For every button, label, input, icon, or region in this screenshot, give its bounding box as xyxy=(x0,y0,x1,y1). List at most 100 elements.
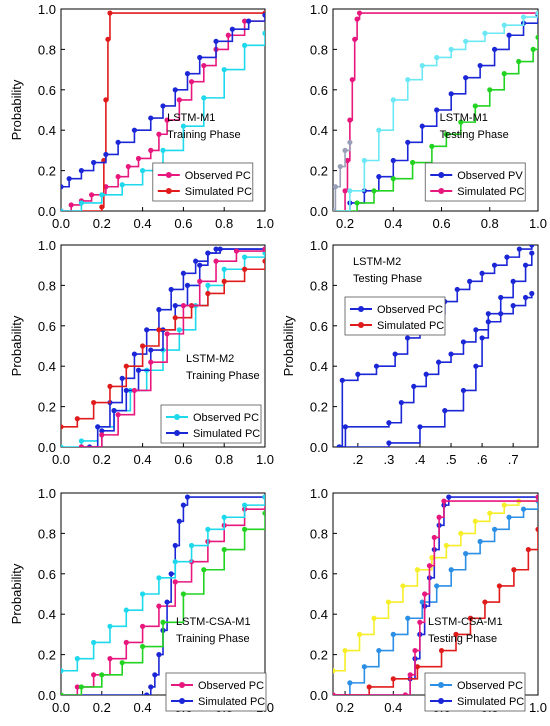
y-tick-label: 0.0 xyxy=(38,688,56,703)
data-point xyxy=(434,54,440,61)
data-point xyxy=(61,668,64,674)
data-point xyxy=(156,652,162,658)
data-point xyxy=(107,623,113,629)
data-point xyxy=(119,660,125,666)
chart-panel-4: 0.0 0.2 0.4 0.6 0.8 1.0 .2 .3 .4 .5 .6 .7 Probabilit… xyxy=(281,238,539,467)
data-point xyxy=(229,26,235,32)
data-point xyxy=(135,367,142,373)
x-tick-label: 0.4 xyxy=(134,700,152,715)
data-point xyxy=(213,246,219,252)
data-point xyxy=(61,208,64,211)
data-point xyxy=(423,371,429,377)
x-tick-label: 0.4 xyxy=(384,216,402,231)
data-point xyxy=(511,567,517,573)
data-point xyxy=(373,363,380,369)
x-tick-label: 1.0 xyxy=(529,700,547,715)
plot-frame xyxy=(332,8,539,212)
data-point xyxy=(115,174,121,180)
series-layer xyxy=(333,10,538,211)
data-point xyxy=(407,672,413,678)
chart-panel-2: 0.0 0.2 0.4 0.6 0.8 1.0 0.2 0.4 0.6 0.8 1.0 LSTM-M1… xyxy=(310,2,547,231)
y-tick-label: 0.0 xyxy=(38,440,56,455)
data-point xyxy=(491,526,498,532)
data-point xyxy=(529,250,535,256)
y-tick-label: 0.0 xyxy=(310,688,328,703)
data-point xyxy=(61,184,64,190)
data-point xyxy=(242,254,248,260)
data-point xyxy=(414,664,421,670)
data-point xyxy=(152,672,158,678)
series-line-4 xyxy=(61,513,265,695)
legend-swatch-marker xyxy=(438,172,445,178)
data-point xyxy=(529,245,535,248)
data-point xyxy=(184,494,191,500)
series-layer xyxy=(61,10,265,211)
legend-swatch-marker xyxy=(438,682,444,688)
data-point xyxy=(390,631,396,638)
data-point xyxy=(188,79,195,85)
series-line-3 xyxy=(333,37,538,211)
y-axis-label: Probability xyxy=(9,563,24,624)
data-point xyxy=(180,502,186,508)
series-line-3 xyxy=(61,15,265,188)
y-axis-label: Probability xyxy=(9,315,24,376)
data-point xyxy=(520,14,527,20)
data-point xyxy=(172,542,178,549)
legend-swatch-marker xyxy=(179,698,185,704)
y-tick-label: 1.0 xyxy=(38,2,56,17)
data-point xyxy=(525,546,531,553)
data-point xyxy=(402,692,408,695)
data-point xyxy=(535,10,538,16)
data-point xyxy=(438,647,445,654)
data-point xyxy=(498,294,504,301)
data-point xyxy=(91,399,97,406)
data-point xyxy=(339,377,345,383)
data-point xyxy=(419,62,425,69)
x-tick-label: 1.0 xyxy=(529,216,547,231)
data-point xyxy=(485,319,491,325)
data-point xyxy=(176,518,182,524)
plot-frame xyxy=(60,8,266,212)
data-point xyxy=(123,607,129,613)
data-point xyxy=(89,192,95,198)
data-point xyxy=(366,684,372,690)
data-point xyxy=(197,278,203,284)
y-tick-label: 1.0 xyxy=(38,238,56,253)
x-tick-label: .5 xyxy=(446,452,457,467)
data-point xyxy=(535,494,538,500)
x-tick-label: 0.2 xyxy=(336,216,354,231)
data-point xyxy=(221,278,227,284)
legend-swatch-marker xyxy=(165,188,172,194)
x-tick-label: 0.0 xyxy=(52,452,70,467)
data-point xyxy=(140,643,146,650)
y-tick-label: 0.6 xyxy=(38,567,56,582)
data-point xyxy=(344,157,351,164)
data-point xyxy=(472,103,478,109)
panel-subtitle: Training Phase xyxy=(186,370,260,382)
data-point xyxy=(168,286,174,293)
data-point xyxy=(262,258,265,264)
x-tick-label: 0.8 xyxy=(215,216,233,231)
y-tick-label: 0.2 xyxy=(38,164,56,179)
data-point xyxy=(105,36,111,42)
y-tick-label: 0.0 xyxy=(310,440,328,455)
y-tick-label: 0.4 xyxy=(38,123,56,138)
chart-panel-5: 0.00.20.40.60.81.00.00.20.40.60.81.0Prob… xyxy=(9,486,274,715)
data-point xyxy=(201,62,207,69)
x-tick-label: 0.6 xyxy=(174,216,192,231)
data-point xyxy=(188,542,195,549)
y-tick-label: 0.4 xyxy=(310,359,328,374)
data-point xyxy=(417,424,423,430)
x-tick-label: 0.4 xyxy=(134,452,152,467)
data-point xyxy=(176,327,182,333)
data-point xyxy=(262,30,265,36)
data-point xyxy=(535,526,538,532)
legend-swatch-marker xyxy=(174,430,180,436)
legend-label: Observed PC xyxy=(185,170,251,182)
data-point xyxy=(131,351,138,357)
data-point xyxy=(491,262,498,268)
data-point xyxy=(400,583,406,589)
legend-swatch-marker xyxy=(438,698,444,704)
panel-subtitle: Testing Phase xyxy=(440,129,509,141)
data-point xyxy=(431,534,437,541)
